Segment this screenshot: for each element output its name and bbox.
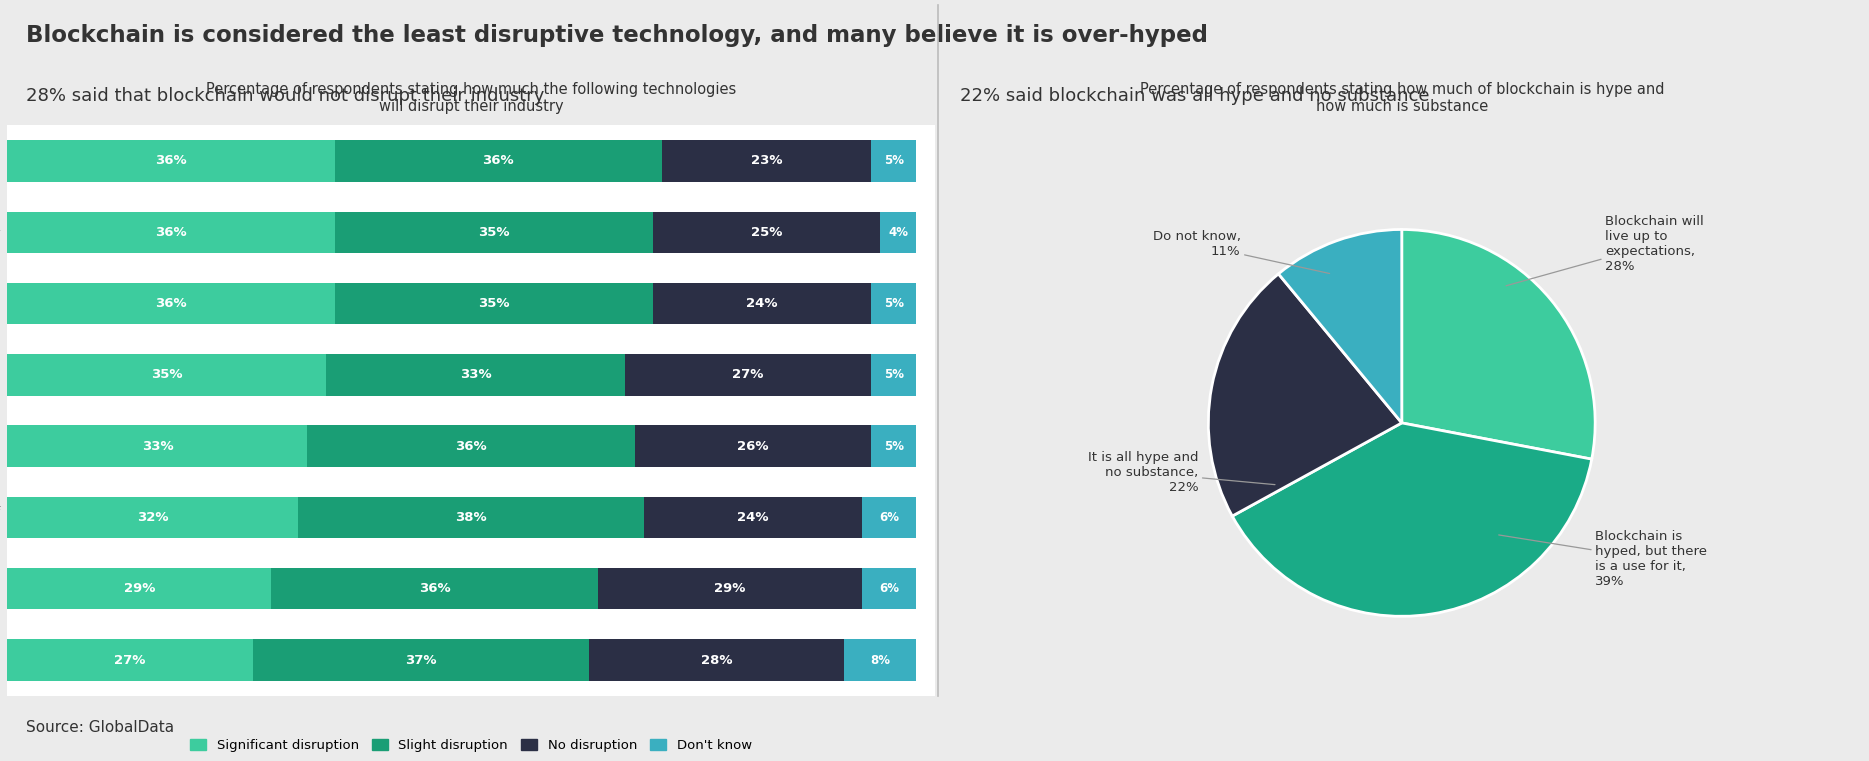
Text: 29%: 29% — [123, 582, 155, 595]
Bar — [7, 283, 335, 324]
Bar — [335, 140, 662, 182]
Bar — [299, 497, 643, 538]
Text: 35%: 35% — [478, 226, 510, 239]
Bar — [843, 639, 916, 680]
Bar — [652, 212, 880, 253]
Text: Do not know,
11%: Do not know, 11% — [1153, 231, 1329, 273]
Text: 35%: 35% — [151, 368, 183, 381]
Text: 24%: 24% — [736, 511, 768, 524]
Text: 27%: 27% — [114, 654, 146, 667]
Bar — [7, 568, 271, 610]
Text: 28%: 28% — [701, 654, 733, 667]
Bar — [7, 212, 335, 253]
Bar — [635, 425, 871, 466]
Text: 5%: 5% — [884, 297, 903, 310]
Bar — [271, 568, 598, 610]
Text: 29%: 29% — [714, 582, 746, 595]
Wedge shape — [1209, 274, 1402, 516]
Bar — [335, 212, 652, 253]
Text: 6%: 6% — [878, 511, 899, 524]
Text: 5%: 5% — [884, 440, 903, 453]
Bar — [7, 639, 252, 680]
Bar — [652, 283, 871, 324]
Bar — [7, 140, 335, 182]
Text: 4%: 4% — [888, 226, 908, 239]
Text: 37%: 37% — [406, 654, 437, 667]
Bar — [626, 354, 871, 396]
Text: 38%: 38% — [456, 511, 486, 524]
Bar — [325, 354, 626, 396]
Text: It is all hype and
no substance,
22%: It is all hype and no substance, 22% — [1088, 451, 1275, 494]
Bar — [862, 568, 916, 610]
Text: Blockchain is considered the least disruptive technology, and many believe it is: Blockchain is considered the least disru… — [26, 24, 1207, 47]
Text: 23%: 23% — [751, 154, 781, 167]
Bar — [252, 639, 589, 680]
Text: 33%: 33% — [460, 368, 492, 381]
Text: 32%: 32% — [136, 511, 168, 524]
Text: 28% said that blockchain would not disrupt their industry: 28% said that blockchain would not disru… — [26, 87, 544, 104]
Text: 33%: 33% — [142, 440, 174, 453]
Bar — [643, 497, 862, 538]
Bar — [871, 283, 916, 324]
Text: 5%: 5% — [884, 368, 903, 381]
Text: 36%: 36% — [155, 226, 187, 239]
Text: 8%: 8% — [869, 654, 890, 667]
Text: 5%: 5% — [884, 154, 903, 167]
Bar — [598, 568, 862, 610]
Text: 36%: 36% — [456, 440, 486, 453]
Text: 22% said blockchain was all hype and no substance: 22% said blockchain was all hype and no … — [961, 87, 1430, 104]
Text: Blockchain is
hyped, but there
is a use for it,
39%: Blockchain is hyped, but there is a use … — [1499, 530, 1706, 588]
Bar — [880, 212, 916, 253]
Text: 35%: 35% — [478, 297, 510, 310]
Text: 26%: 26% — [736, 440, 768, 453]
Text: 36%: 36% — [155, 297, 187, 310]
Bar — [335, 283, 652, 324]
Title: Percentage of respondents stating how much of blockchain is hype and
how much is: Percentage of respondents stating how mu… — [1140, 82, 1663, 114]
Text: Blockchain will
live up to
expectations,
28%: Blockchain will live up to expectations,… — [1506, 215, 1705, 286]
Bar — [871, 140, 916, 182]
Bar — [862, 497, 916, 538]
Bar — [7, 497, 299, 538]
Text: 6%: 6% — [878, 582, 899, 595]
Bar — [307, 425, 635, 466]
Wedge shape — [1402, 230, 1594, 459]
Text: 24%: 24% — [746, 297, 778, 310]
Text: 36%: 36% — [155, 154, 187, 167]
Text: Source: GlobalData: Source: GlobalData — [26, 721, 174, 735]
Bar — [871, 425, 916, 466]
Bar — [7, 425, 307, 466]
Title: Percentage of respondents stating how much the following technologies
will disru: Percentage of respondents stating how mu… — [206, 82, 736, 114]
Bar — [589, 639, 843, 680]
Bar — [871, 354, 916, 396]
Text: 36%: 36% — [419, 582, 450, 595]
Text: 27%: 27% — [733, 368, 764, 381]
Wedge shape — [1232, 423, 1592, 616]
Legend: Significant disruption, Slight disruption, No disruption, Don't know: Significant disruption, Slight disruptio… — [185, 734, 757, 757]
Bar — [662, 140, 871, 182]
Wedge shape — [1278, 230, 1402, 423]
Bar — [7, 354, 325, 396]
Text: 25%: 25% — [751, 226, 781, 239]
Text: 36%: 36% — [482, 154, 514, 167]
